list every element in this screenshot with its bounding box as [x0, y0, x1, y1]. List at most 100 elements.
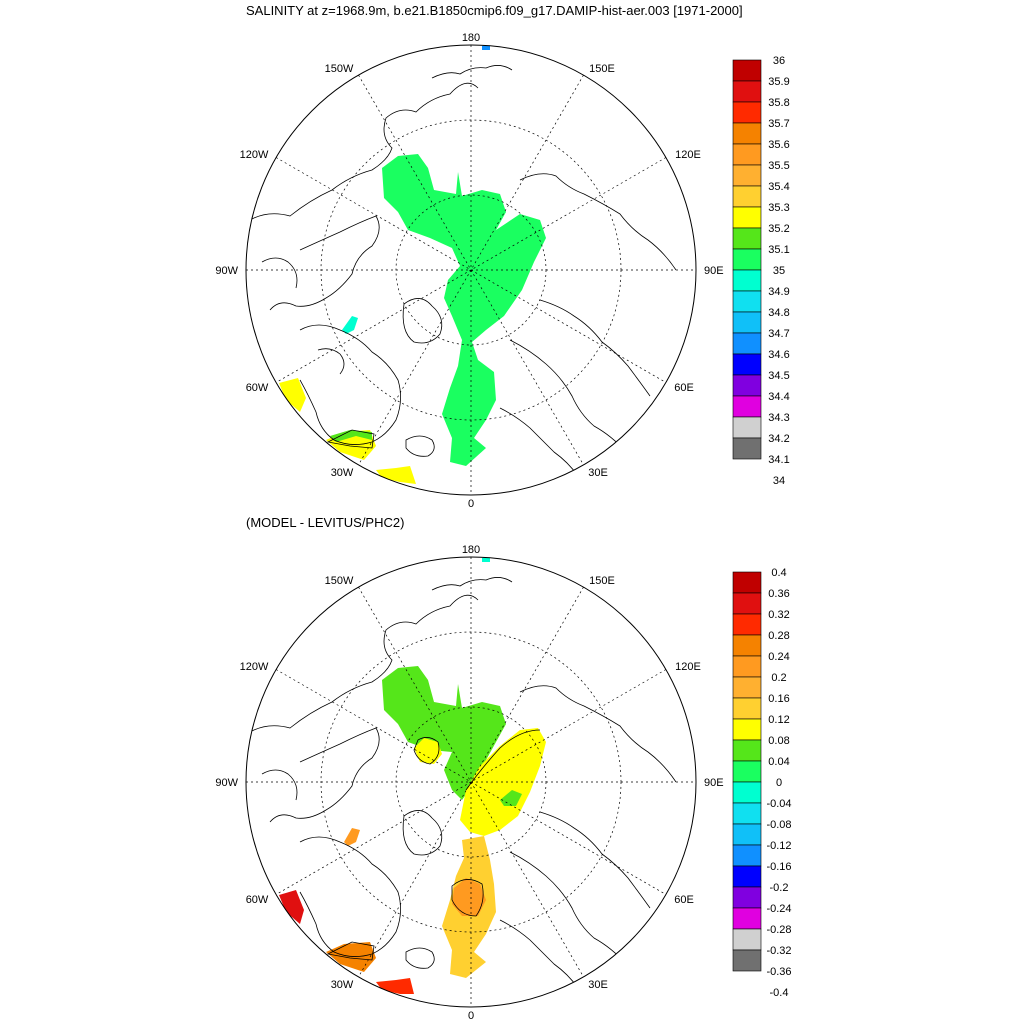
label-180: 180 — [462, 32, 480, 44]
colorbar-swatch — [732, 248, 762, 271]
colorbar-tick-label: -0.2 — [770, 882, 789, 894]
colorbar-swatch — [732, 760, 762, 783]
colorbar-swatch — [732, 949, 762, 972]
label-60e: 60E — [674, 894, 694, 906]
label-0: 0 — [468, 498, 474, 510]
graticule-bottom — [246, 557, 696, 1007]
label-180: 180 — [462, 544, 480, 556]
nordic-seas-orange-core — [452, 878, 486, 916]
colorbar-swatch — [732, 80, 762, 103]
label-90e: 90E — [704, 265, 724, 277]
colorbar-tick-label: 34.6 — [768, 349, 789, 361]
salinity-field-top — [279, 45, 546, 484]
label-150e: 150E — [589, 63, 615, 75]
label-150e: 150E — [589, 575, 615, 587]
labrador-sea-anomaly-region — [279, 890, 304, 924]
colorbar-swatch — [732, 592, 762, 615]
colorbar-tick-label: -0.16 — [766, 861, 791, 873]
baffin-bay-region — [342, 316, 358, 334]
label-60e: 60E — [674, 382, 694, 394]
colorbar-tick-label: 35.4 — [768, 181, 789, 193]
colorbar-swatch — [732, 739, 762, 762]
greenland-sea-region — [376, 466, 416, 484]
label-120w: 120W — [240, 149, 269, 161]
colorbar-tick-label: 0 — [776, 777, 782, 789]
colorbar-tick-label: 35.6 — [768, 139, 789, 151]
label-150w: 150W — [325, 575, 354, 587]
labrador-sea-region — [279, 378, 306, 412]
colorbar-tick-label: 0.32 — [768, 609, 789, 621]
colorbar-tick-label: 35.2 — [768, 223, 789, 235]
map-top: 180 0 90W 90E 150W 150E 120W 120E 60W 60… — [215, 32, 723, 510]
label-90w: 90W — [215, 265, 238, 277]
colorbar-tick-label: -0.04 — [766, 798, 791, 810]
colorbar-swatch — [732, 290, 762, 313]
colorbar-swatch — [732, 802, 762, 825]
colorbar-tick-label: 0.04 — [768, 756, 789, 768]
colorbar-swatch — [732, 122, 762, 145]
canada-basin-yellow-core — [414, 738, 442, 764]
irminger-sea-anomaly-region — [326, 942, 376, 972]
label-60w: 60W — [246, 382, 269, 394]
colorbar-swatch — [732, 437, 762, 460]
colorbar-tick-label: -0.28 — [766, 924, 791, 936]
graticule-top — [246, 45, 696, 495]
colorbar-swatch — [732, 374, 762, 397]
colorbar-swatch — [732, 571, 762, 594]
label-90e: 90E — [704, 777, 724, 789]
map-labels-top: 180 0 90W 90E 150W 150E 120W 120E 60W 60… — [215, 32, 723, 510]
colorbar-tick-label: 0.16 — [768, 693, 789, 705]
colorbar-tick-label: 34.4 — [768, 391, 789, 403]
map-bottom: 180 0 90W 90E 150W 150E 120W 120E 60W 60… — [215, 544, 723, 1022]
colorbar-tick-label: 34.8 — [768, 307, 789, 319]
colorbar-swatch — [732, 781, 762, 804]
colorbar-tick-label: 34.2 — [768, 433, 789, 445]
colorbar-swatch — [732, 353, 762, 376]
canada-basin-anomaly-region — [382, 666, 506, 800]
label-90w: 90W — [215, 777, 238, 789]
colorbar-swatch — [732, 634, 762, 657]
colorbar-tick-label: 0.28 — [768, 630, 789, 642]
colorbar-tick-label: 35.7 — [768, 118, 789, 130]
colorbar-tick-label: -0.24 — [766, 903, 791, 915]
colorbar-swatch — [732, 227, 762, 250]
colorbar-top: 36 35.9 35.8 35.7 35.6 35.5 35.4 35.3 35.2 35.1 35… — [732, 55, 790, 487]
baffin-bay-anomaly-region — [344, 828, 360, 846]
colorbar-tick-label: 35 — [773, 265, 785, 277]
colorbar-tick-label: 34.1 — [768, 454, 789, 466]
arctic-basin-salinity-region — [382, 154, 546, 466]
colorbar-swatch — [732, 655, 762, 678]
colorbar-swatch — [732, 718, 762, 741]
colorbar-swatch — [732, 206, 762, 229]
colorbar-swatch — [732, 269, 762, 292]
colorbar-tick-label: 0.4 — [771, 567, 786, 579]
label-30e: 30E — [588, 467, 608, 479]
colorbar-swatch — [732, 185, 762, 208]
colorbar-swatch — [732, 928, 762, 951]
colorbar-tick-label: 34.5 — [768, 370, 789, 382]
colorbar-swatch — [732, 676, 762, 699]
colorbar-tick-label: 0.24 — [768, 651, 789, 663]
colorbar-tick-label: 35.9 — [768, 76, 789, 88]
label-150w: 150W — [325, 63, 354, 75]
colorbar-tick-label: 35.8 — [768, 97, 789, 109]
colorbar-tick-label: 35.1 — [768, 244, 789, 256]
figure-subtitle: (MODEL - LEVITUS/PHC2) — [246, 515, 405, 530]
colorbar-swatch — [732, 907, 762, 930]
label-30w: 30W — [331, 467, 354, 479]
colorbar-swatch — [732, 164, 762, 187]
label-0: 0 — [468, 1010, 474, 1022]
label-30e: 30E — [588, 979, 608, 991]
colorbar-tick-label: 0.12 — [768, 714, 789, 726]
colorbar-tick-label: 0.36 — [768, 588, 789, 600]
colorbar-tick-label: 0.2 — [771, 672, 786, 684]
colorbar-swatch — [732, 101, 762, 124]
colorbar-swatch — [732, 697, 762, 720]
coastlines-bottom — [249, 577, 677, 989]
irminger-sea-green-rim — [330, 430, 372, 442]
colorbar-bottom: 0.4 0.36 0.32 0.28 0.24 0.2 0.16 0.12 0.08 0.04 0 -… — [732, 567, 792, 999]
colorbar-swatch — [732, 332, 762, 355]
coastlines-top — [249, 65, 677, 477]
map-boundary-top — [245, 44, 697, 496]
